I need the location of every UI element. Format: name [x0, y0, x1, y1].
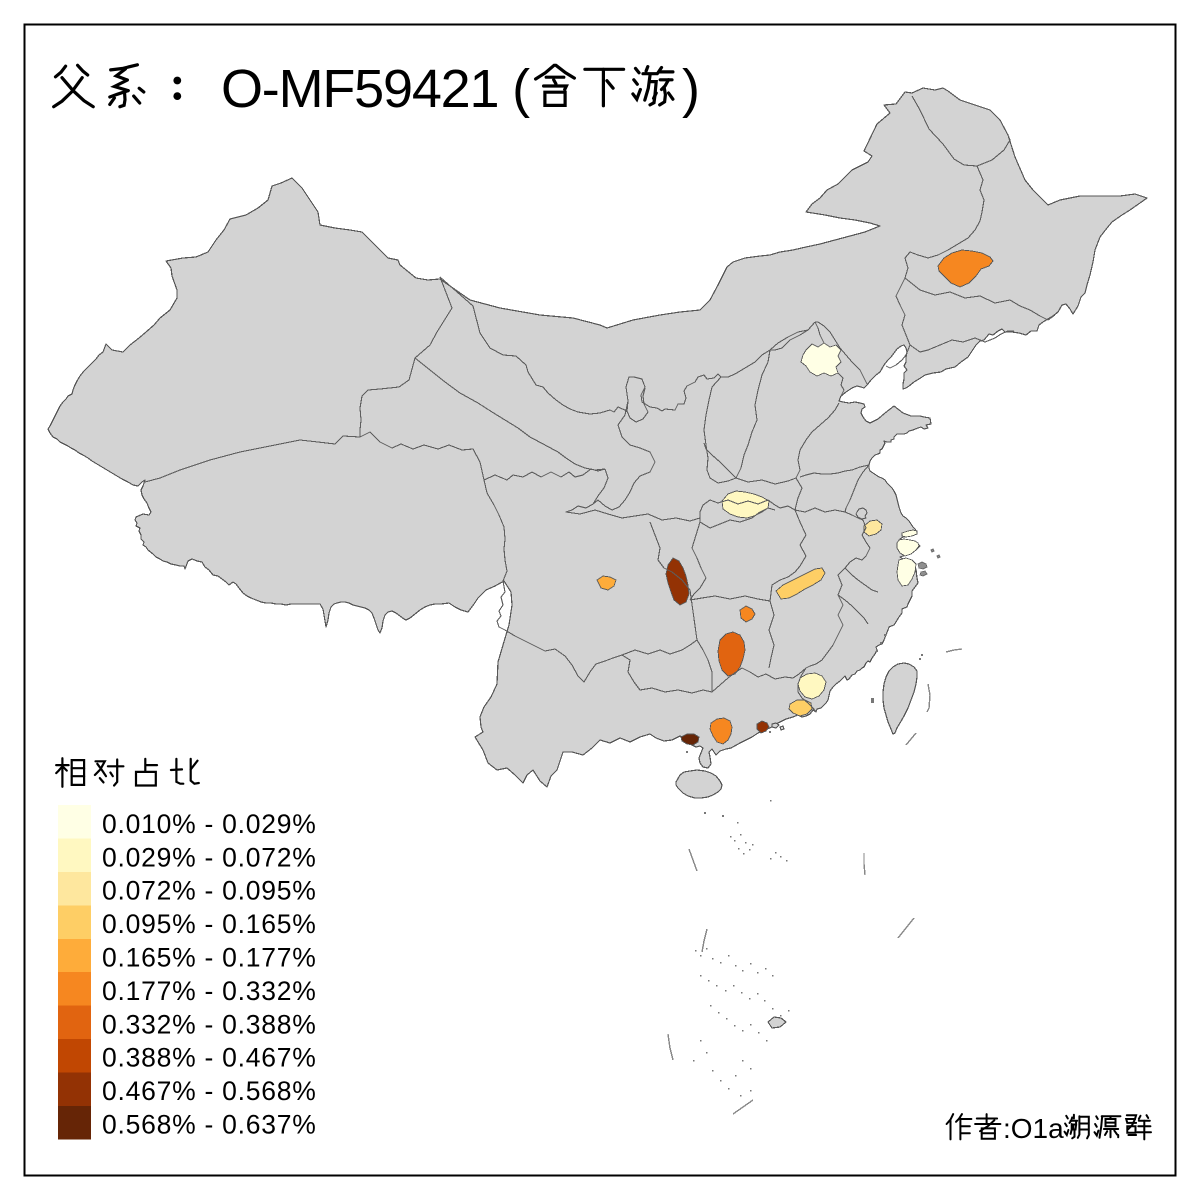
svg-text:0.568% - 0.637%: 0.568% - 0.637%	[102, 1110, 317, 1140]
svg-text:0.095% - 0.165%: 0.095% - 0.165%	[102, 909, 317, 939]
svg-text:): )	[682, 59, 700, 119]
svg-text:O-MF59421 (: O-MF59421 (	[221, 59, 530, 119]
svg-text:0.010% - 0.029%: 0.010% - 0.029%	[102, 809, 317, 839]
svg-text:0.072% - 0.095%: 0.072% - 0.095%	[102, 876, 317, 906]
svg-text::O1a: :O1a	[1003, 1113, 1064, 1144]
svg-text:0.332% - 0.388%: 0.332% - 0.388%	[102, 1009, 317, 1039]
svg-text:0.467% - 0.568%: 0.467% - 0.568%	[102, 1076, 317, 1106]
svg-text:0.177% - 0.332%: 0.177% - 0.332%	[102, 976, 317, 1006]
svg-text:0.165% - 0.177%: 0.165% - 0.177%	[102, 943, 317, 973]
svg-text:0.029% - 0.072%: 0.029% - 0.072%	[102, 842, 317, 872]
svg-text:0.388% - 0.467%: 0.388% - 0.467%	[102, 1043, 317, 1073]
